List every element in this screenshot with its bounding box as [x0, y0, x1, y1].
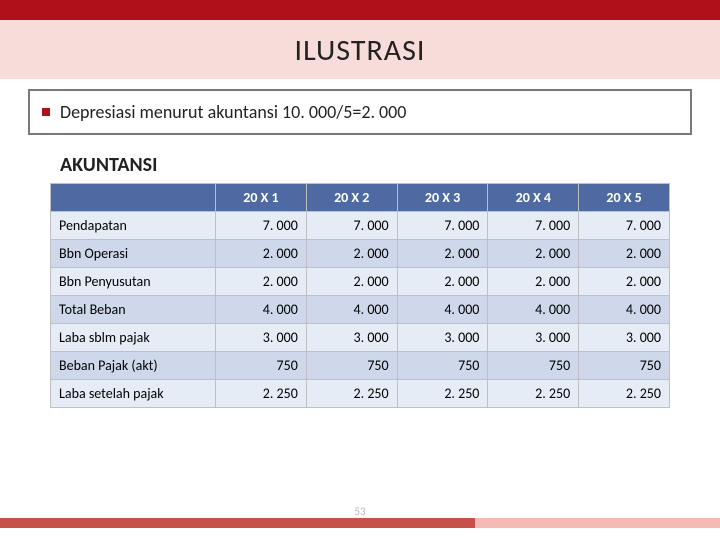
row-value: 750 — [306, 352, 397, 380]
footer-stripe-dark — [0, 518, 475, 528]
row-label: Total Beban — [51, 296, 216, 324]
row-value: 2. 250 — [397, 380, 488, 408]
section-heading: AKUNTANSI — [60, 153, 720, 177]
row-label: Bbn Penyusutan — [51, 268, 216, 296]
bullet-box: Depresiasi menurut akuntansi 10. 000/5=2… — [28, 89, 692, 135]
row-value: 4. 000 — [488, 296, 579, 324]
row-value: 7. 000 — [579, 212, 670, 240]
row-value: 2. 000 — [306, 240, 397, 268]
row-value: 7. 000 — [216, 212, 307, 240]
row-value: 2. 250 — [216, 380, 307, 408]
row-value: 3. 000 — [579, 324, 670, 352]
row-value: 2. 000 — [216, 268, 307, 296]
table-row: Laba setelah pajak2. 2502. 2502. 2502. 2… — [51, 380, 670, 408]
row-label: Laba setelah pajak — [51, 380, 216, 408]
page-number: 53 — [0, 505, 720, 518]
table-row: Pendapatan7. 0007. 0007. 0007. 0007. 000 — [51, 212, 670, 240]
row-value: 2. 000 — [306, 268, 397, 296]
row-value: 2. 000 — [488, 240, 579, 268]
row-label: Bbn Operasi — [51, 240, 216, 268]
top-accent-bar — [0, 0, 720, 20]
row-value: 2. 250 — [306, 380, 397, 408]
accounting-table: 20 X 120 X 220 X 320 X 420 X 5 Pendapata… — [50, 183, 670, 408]
table-row: Laba sblm pajak3. 0003. 0003. 0003. 0003… — [51, 324, 670, 352]
row-value: 750 — [488, 352, 579, 380]
row-value: 2. 250 — [579, 380, 670, 408]
row-label: Pendapatan — [51, 212, 216, 240]
row-value: 2. 000 — [397, 268, 488, 296]
bullet-line: Depresiasi menurut akuntansi 10. 000/5=2… — [42, 101, 678, 123]
row-value: 7. 000 — [306, 212, 397, 240]
row-label: Laba sblm pajak — [51, 324, 216, 352]
table-header-row: 20 X 120 X 220 X 320 X 420 X 5 — [51, 184, 670, 212]
table-row: Total Beban4. 0004. 0004. 0004. 0004. 00… — [51, 296, 670, 324]
table-header-blank — [51, 184, 216, 212]
row-value: 3. 000 — [306, 324, 397, 352]
row-label: Beban Pajak (akt) — [51, 352, 216, 380]
table-header-cell: 20 X 4 — [488, 184, 579, 212]
row-value: 2. 000 — [579, 268, 670, 296]
row-value: 3. 000 — [216, 324, 307, 352]
page-title: ILUSTRASI — [0, 32, 720, 69]
row-value: 2. 000 — [488, 268, 579, 296]
row-value: 2. 000 — [579, 240, 670, 268]
table-header-cell: 20 X 1 — [216, 184, 307, 212]
row-value: 750 — [216, 352, 307, 380]
table-header-cell: 20 X 5 — [579, 184, 670, 212]
row-value: 3. 000 — [397, 324, 488, 352]
row-value: 750 — [397, 352, 488, 380]
row-value: 4. 000 — [216, 296, 307, 324]
row-value: 2. 000 — [397, 240, 488, 268]
row-value: 2. 250 — [488, 380, 579, 408]
row-value: 7. 000 — [397, 212, 488, 240]
bullet-square-icon — [42, 108, 50, 116]
table-header-cell: 20 X 2 — [306, 184, 397, 212]
row-value: 4. 000 — [397, 296, 488, 324]
row-value: 750 — [579, 352, 670, 380]
row-value: 4. 000 — [306, 296, 397, 324]
table-row: Bbn Penyusutan2. 0002. 0002. 0002. 0002.… — [51, 268, 670, 296]
title-band: ILUSTRASI — [0, 20, 720, 79]
table-body: Pendapatan7. 0007. 0007. 0007. 0007. 000… — [51, 212, 670, 408]
bullet-text: Depresiasi menurut akuntansi 10. 000/5=2… — [60, 101, 406, 123]
row-value: 4. 000 — [579, 296, 670, 324]
row-value: 7. 000 — [488, 212, 579, 240]
row-value: 2. 000 — [216, 240, 307, 268]
table-row: Bbn Operasi2. 0002. 0002. 0002. 0002. 00… — [51, 240, 670, 268]
table-row: Beban Pajak (akt)750750750750750 — [51, 352, 670, 380]
table-header-cell: 20 X 3 — [397, 184, 488, 212]
row-value: 3. 000 — [488, 324, 579, 352]
